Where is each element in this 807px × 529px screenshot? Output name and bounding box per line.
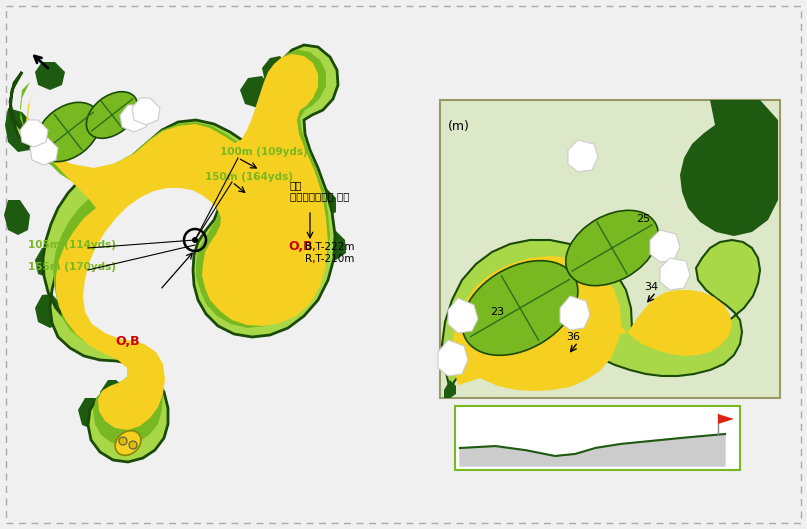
- Polygon shape: [444, 380, 456, 398]
- Text: 그라운드에서의 거리: 그라운드에서의 거리: [290, 191, 349, 201]
- Circle shape: [119, 437, 127, 445]
- Polygon shape: [718, 414, 734, 424]
- Polygon shape: [30, 138, 58, 165]
- Polygon shape: [20, 120, 48, 147]
- Text: 25: 25: [636, 214, 650, 224]
- Text: R,T-210m: R,T-210m: [305, 254, 354, 264]
- Polygon shape: [320, 230, 346, 260]
- FancyBboxPatch shape: [455, 406, 740, 470]
- Text: 105m (114yds): 105m (114yds): [28, 240, 116, 250]
- Polygon shape: [438, 340, 468, 376]
- Polygon shape: [460, 434, 725, 466]
- Polygon shape: [132, 98, 160, 125]
- Polygon shape: [448, 298, 478, 333]
- Text: B,T-222m: B,T-222m: [305, 242, 354, 252]
- Polygon shape: [10, 45, 338, 462]
- Polygon shape: [452, 256, 732, 391]
- Text: 36: 36: [566, 332, 580, 342]
- Circle shape: [129, 441, 137, 449]
- Ellipse shape: [36, 102, 100, 162]
- Text: 34: 34: [644, 282, 659, 292]
- Polygon shape: [35, 294, 64, 328]
- Polygon shape: [240, 76, 272, 108]
- Polygon shape: [100, 380, 126, 408]
- Ellipse shape: [566, 211, 659, 286]
- Polygon shape: [660, 258, 690, 290]
- Circle shape: [192, 237, 198, 243]
- Polygon shape: [442, 240, 760, 394]
- Polygon shape: [26, 54, 328, 430]
- Polygon shape: [560, 296, 590, 330]
- Polygon shape: [20, 50, 330, 445]
- Text: 100m (109yds): 100m (109yds): [220, 147, 307, 157]
- Polygon shape: [568, 140, 598, 172]
- Polygon shape: [650, 230, 680, 262]
- Text: 155m (170yds): 155m (170yds): [28, 262, 116, 272]
- Ellipse shape: [115, 431, 141, 455]
- Text: 150m (164yds): 150m (164yds): [205, 172, 293, 182]
- Text: 티잉: 티잉: [290, 180, 303, 190]
- Ellipse shape: [462, 261, 578, 355]
- Polygon shape: [680, 100, 778, 236]
- Polygon shape: [35, 248, 63, 278]
- Polygon shape: [35, 62, 65, 90]
- Polygon shape: [5, 108, 38, 152]
- Text: O,B: O,B: [115, 335, 140, 348]
- Text: (m): (m): [448, 120, 470, 133]
- Polygon shape: [78, 398, 108, 430]
- Polygon shape: [262, 56, 288, 85]
- Polygon shape: [4, 200, 30, 235]
- Polygon shape: [308, 188, 336, 218]
- FancyBboxPatch shape: [440, 100, 780, 398]
- Polygon shape: [120, 105, 148, 132]
- Text: 23: 23: [490, 307, 504, 317]
- Ellipse shape: [86, 92, 138, 138]
- Text: O,B: O,B: [288, 240, 312, 253]
